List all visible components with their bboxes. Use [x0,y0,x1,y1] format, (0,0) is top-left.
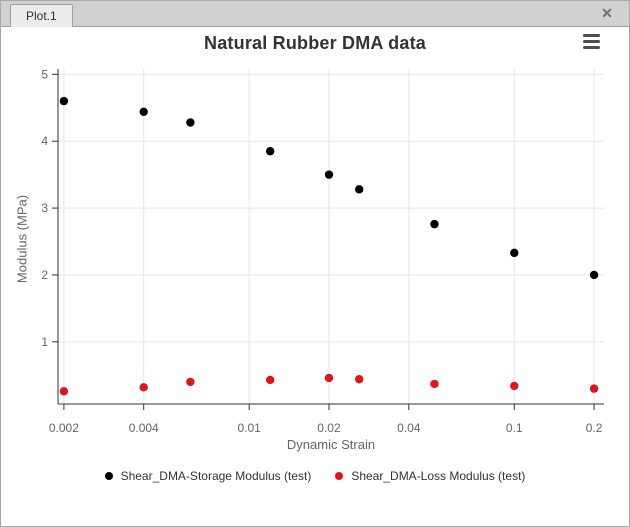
x-tick-label: 0.04 [397,421,421,435]
tab-bar: Plot.1 ✕ [1,1,629,27]
data-point-loss[interactable] [354,375,364,384]
storage-series-marker-icon [104,472,113,480]
chart-title: Natural Rubber DMA data [204,33,426,53]
plot-canvas[interactable]: 1 2 3 4 5 0.002 0.004 0.01 0.02 0.04 0.1 0.2 [1,27,629,463]
data-point-loss[interactable] [589,384,599,393]
data-point-loss[interactable] [510,381,519,391]
tab-plot1[interactable]: Plot.1 [10,4,73,27]
data-point-storage[interactable] [265,147,275,156]
chart-context-menu-button[interactable] [583,34,600,49]
legend-item-loss[interactable]: Shear_DMA-Loss Modulus (test) [335,469,525,483]
hamburger-icon [583,39,600,44]
data-point-storage[interactable] [324,170,334,179]
hamburger-icon [583,34,600,38]
close-button[interactable]: ✕ [598,4,616,22]
y-axis-title: Modulus (MPa) [14,194,30,284]
legend-item-storage[interactable]: Shear_DMA-Storage Modulus (test) [104,469,312,483]
data-point-storage[interactable] [589,270,599,280]
data-point-storage[interactable] [59,96,69,106]
x-axis-title: Dynamic Strain [286,437,376,452]
tab-plot1-label: Plot.1 [26,9,57,23]
x-tick-label: 0.004 [129,421,159,435]
hamburger-icon [583,45,600,49]
x-tick-label: 0.2 [586,421,603,435]
x-tick-label: 0.01 [238,421,262,435]
data-point-loss[interactable] [59,387,69,396]
data-point-storage[interactable] [430,219,439,229]
y-tick-label: 3 [41,201,48,215]
y-tick-label: 2 [41,268,48,282]
data-point-loss[interactable] [430,379,439,389]
loss-series-marker-icon [335,472,344,480]
data-point-loss[interactable] [186,377,195,387]
data-point-storage[interactable] [139,107,148,116]
x-tick-label: 0.1 [506,421,523,435]
data-point-storage[interactable] [186,118,195,127]
legend-label-loss: Shear_DMA-Loss Modulus (test) [351,469,526,483]
legend: Shear_DMA-Storage Modulus (test) Shear_D… [1,469,629,483]
chart-area: Natural Rubber DMA data 1 2 3 4 5 0.002 0.004 0… [1,27,629,526]
y-tick-label: 1 [41,335,48,349]
data-point-storage[interactable] [354,185,364,194]
data-point-loss[interactable] [265,375,275,385]
legend-label-storage: Shear_DMA-Storage Modulus (test) [120,469,312,483]
x-tick-label: 0.02 [317,421,341,435]
y-tick-label: 5 [41,67,48,81]
close-icon: ✕ [601,5,613,21]
data-point-storage[interactable] [510,248,519,258]
y-tick-label: 4 [41,134,48,148]
x-tick-label: 0.002 [49,421,79,435]
data-point-loss[interactable] [324,373,334,383]
data-point-loss[interactable] [139,383,148,392]
